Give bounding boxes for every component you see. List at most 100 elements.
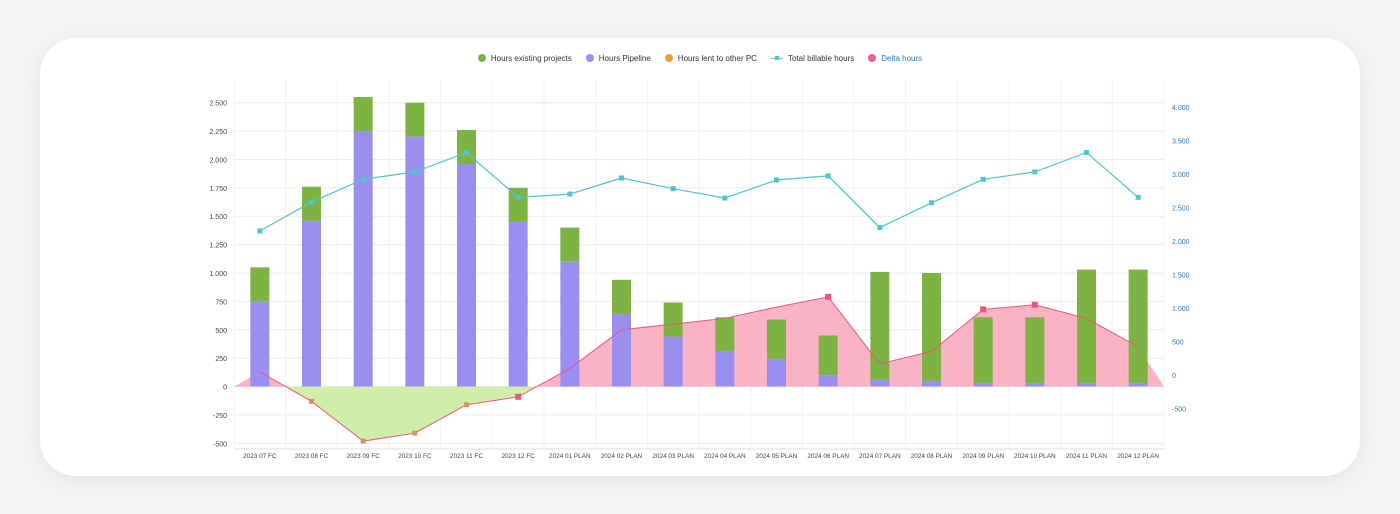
bar-group bbox=[457, 129, 476, 387]
y-left-tick-label: 2.000 bbox=[209, 157, 227, 164]
y-left-tick-label: 250 bbox=[215, 356, 227, 363]
bar-group bbox=[250, 267, 270, 387]
y-right-tick-label: 1.500 bbox=[1172, 273, 1190, 280]
x-tick-label: 2023 11 FC bbox=[450, 453, 483, 460]
delta-point bbox=[309, 398, 314, 404]
total-billable-point bbox=[980, 176, 986, 182]
chart-card bbox=[40, 38, 1360, 476]
y-left-tick-label: 1.000 bbox=[209, 271, 227, 278]
x-tick-label: 2024 03 PLAN bbox=[652, 453, 694, 460]
x-tick-label: 2023 07 FC bbox=[243, 453, 277, 460]
x-tick-label: 2024 01 PLAN bbox=[549, 453, 591, 460]
bar-existing-projects bbox=[715, 317, 735, 352]
legend-label: Delta hours bbox=[881, 53, 923, 63]
y-left-tick-label: 2.250 bbox=[209, 129, 227, 136]
bar-pipeline bbox=[663, 336, 683, 387]
bar-group bbox=[405, 102, 425, 387]
bar-pipeline bbox=[870, 379, 890, 387]
bar-existing-projects bbox=[663, 302, 683, 337]
total-billable-point bbox=[670, 186, 676, 192]
y-right-tick-label: 1.000 bbox=[1172, 306, 1190, 313]
total-billable-point bbox=[464, 149, 469, 155]
bar-pipeline bbox=[1025, 383, 1045, 387]
total-billable-point bbox=[309, 199, 314, 205]
total-billable-point bbox=[1032, 169, 1038, 175]
legend-item[interactable]: Total billable hours bbox=[770, 54, 854, 63]
total-billable-point bbox=[515, 194, 521, 200]
legend-label: Hours Pipeline bbox=[598, 53, 651, 63]
total-billable-point bbox=[722, 195, 728, 201]
x-tick-label: 2024 11 PLAN bbox=[1066, 453, 1107, 460]
bar-existing-projects bbox=[405, 102, 425, 137]
bar-pipeline bbox=[1128, 383, 1148, 387]
circle-marker-icon bbox=[868, 54, 877, 62]
legend-item[interactable]: Delta hours bbox=[868, 54, 922, 63]
bar-group bbox=[715, 317, 735, 387]
x-tick-label: 2024 12 PLAN bbox=[1117, 453, 1159, 460]
y-right-tick-label: 2.000 bbox=[1172, 239, 1190, 246]
y-left-tick-label: 1.250 bbox=[209, 243, 227, 250]
bar-existing-projects bbox=[353, 97, 373, 132]
total-billable-point bbox=[257, 228, 263, 234]
legend-item[interactable]: Hours existing projects bbox=[477, 53, 572, 63]
total-billable-point bbox=[619, 175, 624, 181]
total-billable-point bbox=[567, 191, 573, 197]
y-right-tick-label: 0 bbox=[1172, 373, 1176, 380]
bar-pipeline bbox=[457, 164, 476, 387]
y-left-tick-label: 1.750 bbox=[209, 186, 227, 193]
total-billable-point bbox=[360, 176, 366, 182]
bar-group bbox=[1077, 269, 1096, 387]
bar-group bbox=[560, 227, 580, 387]
y-left-tick-label: 500 bbox=[215, 328, 227, 335]
x-tick-label: 2024 08 PLAN bbox=[911, 453, 953, 460]
y-left-tick-label: 1.500 bbox=[209, 214, 227, 221]
bar-pipeline bbox=[973, 383, 993, 387]
delta-point bbox=[412, 430, 418, 436]
bar-group bbox=[1128, 269, 1148, 387]
bar-pipeline bbox=[302, 220, 321, 387]
delta-line bbox=[259, 296, 1139, 442]
bar-existing-projects bbox=[1077, 269, 1096, 384]
bar-group bbox=[302, 186, 321, 387]
bar-group bbox=[922, 273, 941, 387]
bar-pipeline bbox=[767, 359, 786, 387]
legend-label: Hours existing projects bbox=[490, 53, 572, 63]
bar-existing-projects bbox=[560, 227, 580, 262]
chart-legend: Hours existing projects Hours Pipeline Hou… bbox=[0, 51, 1400, 65]
bar-group bbox=[612, 279, 631, 387]
x-tick-label: 2024 10 PLAN bbox=[1014, 453, 1056, 460]
bar-existing-projects bbox=[767, 319, 786, 360]
legend-item[interactable]: Hours lent to other PC bbox=[664, 53, 757, 63]
x-tick-label: 2023 08 FC bbox=[295, 453, 329, 460]
total-billable-line bbox=[259, 151, 1139, 232]
bar-pipeline bbox=[818, 375, 838, 387]
y-right-tick-label: -500 bbox=[1172, 407, 1186, 414]
delta-point bbox=[825, 293, 832, 300]
legend-item[interactable]: Hours Pipeline bbox=[585, 53, 651, 63]
bar-pipeline bbox=[1077, 383, 1096, 387]
delta-point bbox=[464, 402, 469, 408]
x-tick-label: 2024 05 PLAN bbox=[756, 453, 798, 460]
x-tick-label: 2023 10 FC bbox=[398, 453, 432, 460]
y-left-tick-label: 0 bbox=[223, 385, 227, 392]
delta-area-negative bbox=[234, 386, 1164, 442]
legend-label: Hours lent to other PC bbox=[677, 53, 757, 63]
total-billable-point bbox=[774, 177, 779, 183]
x-tick-label: 2023 09 FC bbox=[346, 453, 380, 460]
total-billable-point bbox=[412, 169, 418, 175]
y-right-tick-label: 4.000 bbox=[1172, 105, 1190, 112]
y-right-tick-label: 3.000 bbox=[1172, 172, 1190, 179]
total-billable-point bbox=[1084, 149, 1089, 155]
bar-pipeline bbox=[560, 261, 580, 387]
bar-pipeline bbox=[715, 351, 735, 387]
bar-group bbox=[353, 97, 373, 387]
bar-pipeline bbox=[405, 136, 425, 387]
x-tick-label: 2024 02 PLAN bbox=[601, 453, 643, 460]
bar-existing-projects bbox=[870, 271, 890, 380]
bar-existing-projects bbox=[250, 267, 270, 302]
total-billable-point bbox=[825, 173, 831, 179]
y-left-tick-label: -500 bbox=[213, 441, 227, 448]
line-marker-icon bbox=[770, 54, 783, 62]
bar-group bbox=[767, 319, 786, 387]
bar-group bbox=[663, 302, 683, 387]
